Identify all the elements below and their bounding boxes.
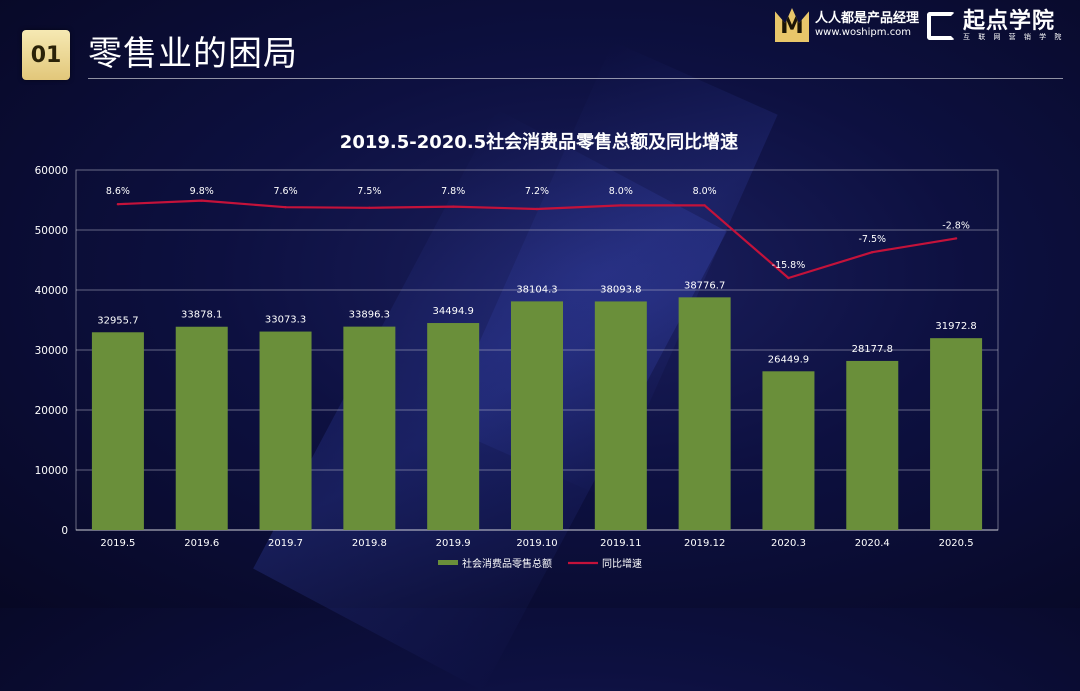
- bar-value-label: 38093.8: [600, 284, 641, 295]
- x-tick-label: 2019.12: [684, 538, 725, 549]
- bar-value-label: 38776.7: [684, 280, 725, 291]
- bar: [678, 297, 731, 530]
- growth-rate-point: [535, 207, 539, 211]
- section-number: 01: [30, 42, 62, 68]
- x-tick-label: 2019.9: [436, 538, 471, 549]
- woshipm-logo: M 人人都是产品经理 www.woshipm.com: [775, 8, 919, 42]
- bar: [175, 326, 228, 530]
- bar-value-label: 28177.8: [852, 344, 893, 355]
- y-tick-label: 20000: [35, 405, 68, 417]
- growth-rate-point: [200, 199, 203, 202]
- x-tick-label: 2019.11: [600, 538, 641, 549]
- growth-rate-label: 7.8%: [441, 186, 465, 197]
- growth-rate-point: [619, 204, 623, 207]
- growth-rate-label: 7.2%: [525, 186, 549, 197]
- title-divider: [88, 78, 1063, 79]
- legend-label-growth: 同比增速: [602, 557, 642, 570]
- x-tick-label: 2020.4: [855, 538, 890, 549]
- x-tick-label: 2019.5: [100, 538, 135, 549]
- y-tick-label: 40000: [35, 285, 68, 297]
- bar-value-label: 38104.3: [516, 284, 557, 295]
- growth-rate-label: 8.0%: [693, 186, 717, 197]
- bar: [594, 301, 647, 530]
- growth-rate-point: [284, 206, 287, 209]
- section-number-badge: 01: [22, 30, 70, 80]
- growth-rate-point: [116, 203, 120, 206]
- growth-rate-label: -2.8%: [942, 220, 970, 231]
- growth-rate-label: 7.6%: [273, 186, 297, 197]
- x-tick-label: 2019.6: [184, 538, 219, 549]
- growth-rate-point: [787, 276, 790, 280]
- x-tick-label: 2019.7: [268, 538, 303, 549]
- bar: [343, 326, 396, 530]
- bar: [930, 338, 983, 530]
- bar: [511, 301, 563, 530]
- y-tick-label: 60000: [35, 165, 68, 177]
- x-tick-label: 2020.5: [939, 538, 974, 549]
- x-tick-label: 2019.10: [516, 538, 557, 549]
- bar-value-label: 32955.7: [97, 315, 138, 326]
- growth-rate-point: [451, 205, 455, 208]
- bar: [91, 332, 144, 530]
- growth-rate-label: 8.6%: [106, 186, 130, 197]
- growth-rate-point: [954, 237, 958, 240]
- bar-value-label: 33896.3: [349, 310, 390, 321]
- page-title: 零售业的困局: [88, 34, 298, 74]
- growth-rate-label: 8.0%: [609, 186, 633, 197]
- y-tick-label: 30000: [35, 345, 68, 357]
- qidian-logo-name: 起点学院: [963, 9, 1056, 34]
- growth-rate-point: [703, 204, 706, 207]
- bar-value-label: 33878.1: [181, 310, 222, 321]
- growth-rate-point: [871, 251, 874, 254]
- growth-rate-line: [117, 199, 957, 280]
- bar: [846, 360, 899, 530]
- retail-sales-chart: 2019.5-2020.5社会消费品零售总额及同比增速 0 10000 20000 30…: [35, 131, 999, 570]
- legend-label-sales: 社会消费品零售总额: [462, 557, 552, 570]
- woshipm-logo-url: www.woshipm.com: [815, 26, 912, 38]
- growth-rate-label: -15.8%: [772, 260, 806, 271]
- bar-value-label: 26449.9: [768, 354, 809, 365]
- bar: [259, 331, 312, 530]
- bar-value-label: 33073.3: [265, 315, 306, 326]
- growth-rate-label: -7.5%: [858, 234, 886, 245]
- y-tick-label: 0: [61, 525, 68, 537]
- bar-value-label: 34494.9: [433, 306, 474, 317]
- bar: [762, 371, 815, 530]
- growth-rate-label: 7.5%: [357, 186, 381, 197]
- bar-value-label: 31972.8: [935, 321, 976, 332]
- x-tick-label: 2019.8: [352, 538, 387, 549]
- growth-rate-label: 9.8%: [190, 186, 214, 197]
- y-tick-label: 10000: [35, 465, 68, 477]
- legend-swatch-sales: [438, 560, 458, 565]
- chart-title: 2019.5-2020.5社会消费品零售总额及同比增速: [340, 131, 738, 153]
- bar: [427, 323, 480, 530]
- qidian-logo-tagline: 互 联 网 营 销 学 院: [963, 33, 1065, 42]
- woshipm-logo-name: 人人都是产品经理: [815, 11, 920, 27]
- qidian-logo-icon: [927, 11, 955, 40]
- qidian-logo: 起点学院 互 联 网 营 销 学 院: [927, 9, 1065, 42]
- growth-rate-point: [368, 206, 371, 209]
- x-tick-label: 2020.3: [771, 538, 806, 549]
- y-tick-label: 50000: [35, 225, 68, 237]
